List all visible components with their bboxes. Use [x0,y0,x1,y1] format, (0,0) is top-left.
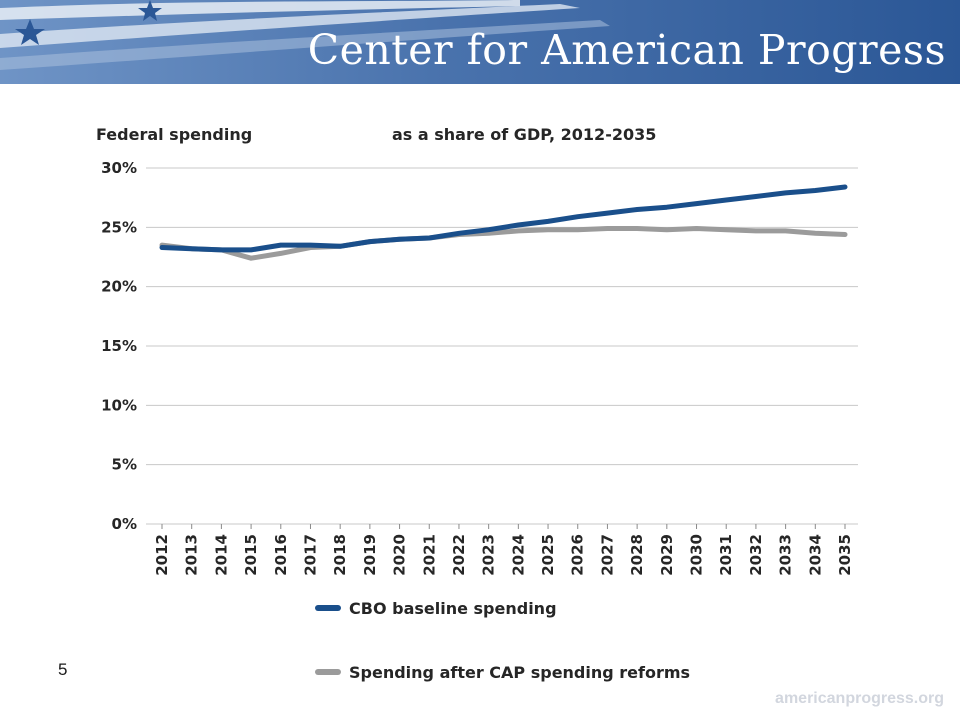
x-tick-label: 2018 [331,534,349,576]
header-banner [0,0,960,84]
x-tick-label: 2021 [420,534,438,576]
x-tick-label: 2029 [658,534,676,576]
x-tick-label: 2025 [539,534,557,576]
x-tick-label: 2015 [242,534,260,576]
star-icon [15,19,45,45]
x-tick-label: 2019 [361,534,379,576]
y-tick-label: 30% [101,159,137,177]
y-tick-label: 25% [101,218,137,236]
x-tick-label: 2026 [569,534,587,576]
series-line-0 [159,184,848,253]
x-tick-label: 2014 [212,534,230,576]
y-tick-label: 20% [101,278,137,296]
x-tick-label: 2033 [777,534,795,576]
x-tick-label: 2023 [480,534,498,576]
legend-label: Spending after CAP spending reforms [349,663,690,682]
y-tick-label: 0% [112,515,137,533]
x-tick-label: 2028 [628,534,646,576]
chart-title-left: Federal spending [96,125,252,144]
x-tick-label: 2035 [836,534,854,576]
x-tick-label: 2034 [806,534,824,576]
x-tick-label: 2030 [688,534,706,576]
y-tick-label: 10% [101,396,137,414]
x-tick-label: 2022 [450,534,468,576]
x-tick-label: 2017 [301,534,319,576]
chart-title-right: as a share of GDP, 2012-2035 [392,125,656,144]
x-tick-label: 2027 [598,534,616,576]
x-tick-label: 2024 [509,534,527,576]
y-tick-label: 5% [112,456,137,474]
legend-label: CBO baseline spending [349,599,557,618]
slide-number: 5 [58,660,68,679]
organization-title: Center for American Progress [307,26,946,74]
x-tick-label: 2016 [272,534,290,576]
site-url: americanprogress.org [775,690,944,707]
x-tick-label: 2032 [747,534,765,576]
series-line-1 [159,226,848,261]
x-tick-label: 2020 [391,534,409,576]
y-tick-label: 15% [101,337,137,355]
x-tick-label: 2031 [717,534,735,576]
star-icon [138,0,162,21]
x-tick-label: 2013 [183,534,201,576]
x-tick-label: 2012 [153,534,171,576]
